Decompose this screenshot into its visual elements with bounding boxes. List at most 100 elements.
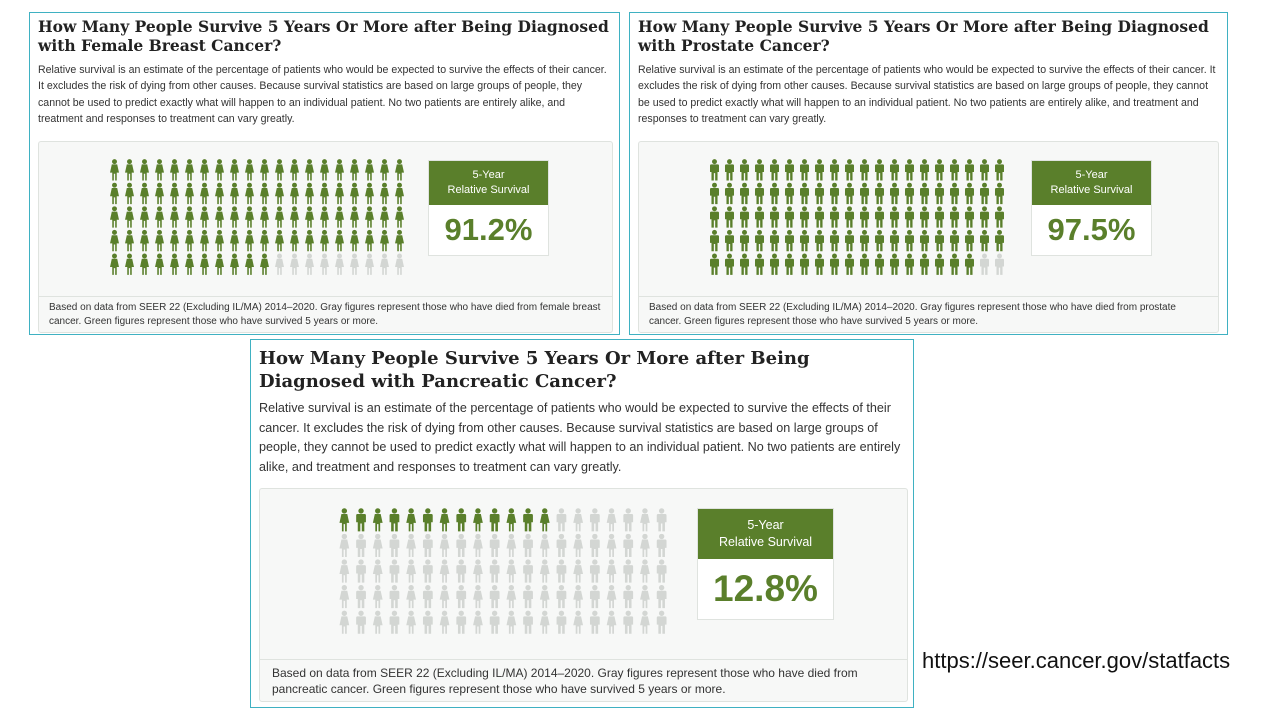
survived-person-figure [980, 182, 989, 205]
survived-person-figure [770, 182, 779, 205]
died-person-figure [489, 610, 500, 634]
survived-person-figure [725, 182, 734, 205]
survived-person-figure [215, 206, 224, 228]
died-person-figure [456, 559, 467, 583]
survived-person-figure [245, 253, 254, 275]
survived-person-figure [830, 229, 839, 252]
died-person-figure [305, 253, 314, 275]
died-person-figure [556, 610, 567, 634]
survived-person-figure [905, 253, 914, 275]
stat-header: 5-Year Relative Survival [429, 161, 548, 205]
survived-person-figure [275, 229, 284, 252]
died-person-figure [656, 508, 667, 532]
died-person-figure [339, 610, 350, 634]
survived-person-figure [755, 159, 764, 181]
survived-person-figure [380, 206, 389, 228]
survived-person-figure [740, 159, 749, 181]
survived-person-figure [830, 159, 839, 181]
died-person-figure [589, 610, 600, 634]
survived-person-figure [740, 229, 749, 252]
died-person-figure [640, 610, 650, 634]
survived-person-figure [875, 229, 884, 252]
died-person-figure [389, 559, 400, 583]
survived-person-figure [350, 182, 359, 205]
survived-person-figure [995, 229, 1004, 252]
survived-person-figure [305, 229, 314, 252]
survived-person-figure [215, 182, 224, 205]
prostate-cancer-card: How Many People Survive 5 Years Or More … [629, 12, 1228, 335]
survived-person-figure [800, 182, 809, 205]
survived-person-figure [725, 229, 734, 252]
survived-person-figure [275, 206, 284, 228]
survived-person-figure [110, 182, 119, 205]
survived-person-figure [395, 182, 404, 205]
survived-person-figure [335, 159, 344, 181]
survived-person-figure [890, 253, 899, 275]
survived-person-figure [170, 253, 179, 275]
died-person-figure [473, 585, 483, 609]
died-person-figure [556, 559, 567, 583]
died-person-figure [456, 533, 467, 557]
survived-person-figure [950, 206, 959, 228]
survived-person-figure [245, 229, 254, 252]
died-person-figure [640, 508, 650, 532]
survived-person-figure [170, 206, 179, 228]
survived-person-figure [356, 508, 366, 532]
survived-person-figure [422, 508, 433, 532]
died-person-figure [372, 610, 383, 634]
survived-person-figure [740, 206, 749, 228]
survived-person-figure [290, 229, 299, 252]
survived-person-figure [935, 206, 944, 228]
survived-person-figure [770, 206, 779, 228]
survived-person-figure [230, 253, 239, 275]
died-person-figure [365, 253, 374, 275]
survived-person-figure [965, 182, 974, 205]
survived-person-figure [245, 159, 254, 181]
survived-person-figure [845, 182, 854, 205]
survived-person-figure [155, 253, 164, 275]
died-person-figure [556, 585, 567, 609]
survived-person-figure [800, 253, 809, 275]
died-person-figure [523, 585, 533, 609]
died-person-figure [473, 559, 483, 583]
died-person-figure [422, 533, 433, 557]
survived-person-figure [875, 159, 884, 181]
survived-person-figure [125, 229, 134, 252]
survived-person-figure [275, 182, 284, 205]
died-person-figure [573, 585, 584, 609]
pancreatic-cancer-card: How Many People Survive 5 Years Or More … [250, 339, 914, 708]
survived-person-figure [935, 182, 944, 205]
died-person-figure [539, 559, 550, 583]
survived-person-figure [395, 229, 404, 252]
survived-person-figure [755, 229, 764, 252]
survived-person-figure [770, 159, 779, 181]
survived-person-figure [110, 229, 119, 252]
survived-person-figure [725, 206, 734, 228]
survived-person-figure [920, 159, 929, 181]
died-person-figure [623, 610, 634, 634]
died-person-figure [506, 585, 517, 609]
survived-person-figure [365, 229, 374, 252]
died-person-figure [656, 610, 667, 634]
card-description: Relative survival is an estimate of the … [38, 63, 607, 125]
survival-value: 91.2% [444, 212, 533, 247]
survived-person-figure [950, 229, 959, 252]
died-person-figure [573, 559, 584, 583]
stat-header-line2: Relative Survival [447, 184, 530, 196]
died-person-figure [589, 585, 600, 609]
died-person-figure [473, 610, 483, 634]
survived-person-figure [710, 206, 719, 228]
survived-person-figure [890, 182, 899, 205]
survived-person-figure [980, 206, 989, 228]
died-person-figure [389, 610, 400, 634]
survived-person-figure [260, 159, 269, 181]
survived-person-figure [755, 206, 764, 228]
died-person-figure [606, 508, 617, 532]
survived-person-figure [965, 206, 974, 228]
survived-person-figure [506, 508, 517, 532]
survival-value: 97.5% [1047, 212, 1136, 247]
survived-person-figure [890, 229, 899, 252]
survived-person-figure [980, 159, 989, 181]
survived-person-figure [950, 182, 959, 205]
survived-person-figure [380, 159, 389, 181]
